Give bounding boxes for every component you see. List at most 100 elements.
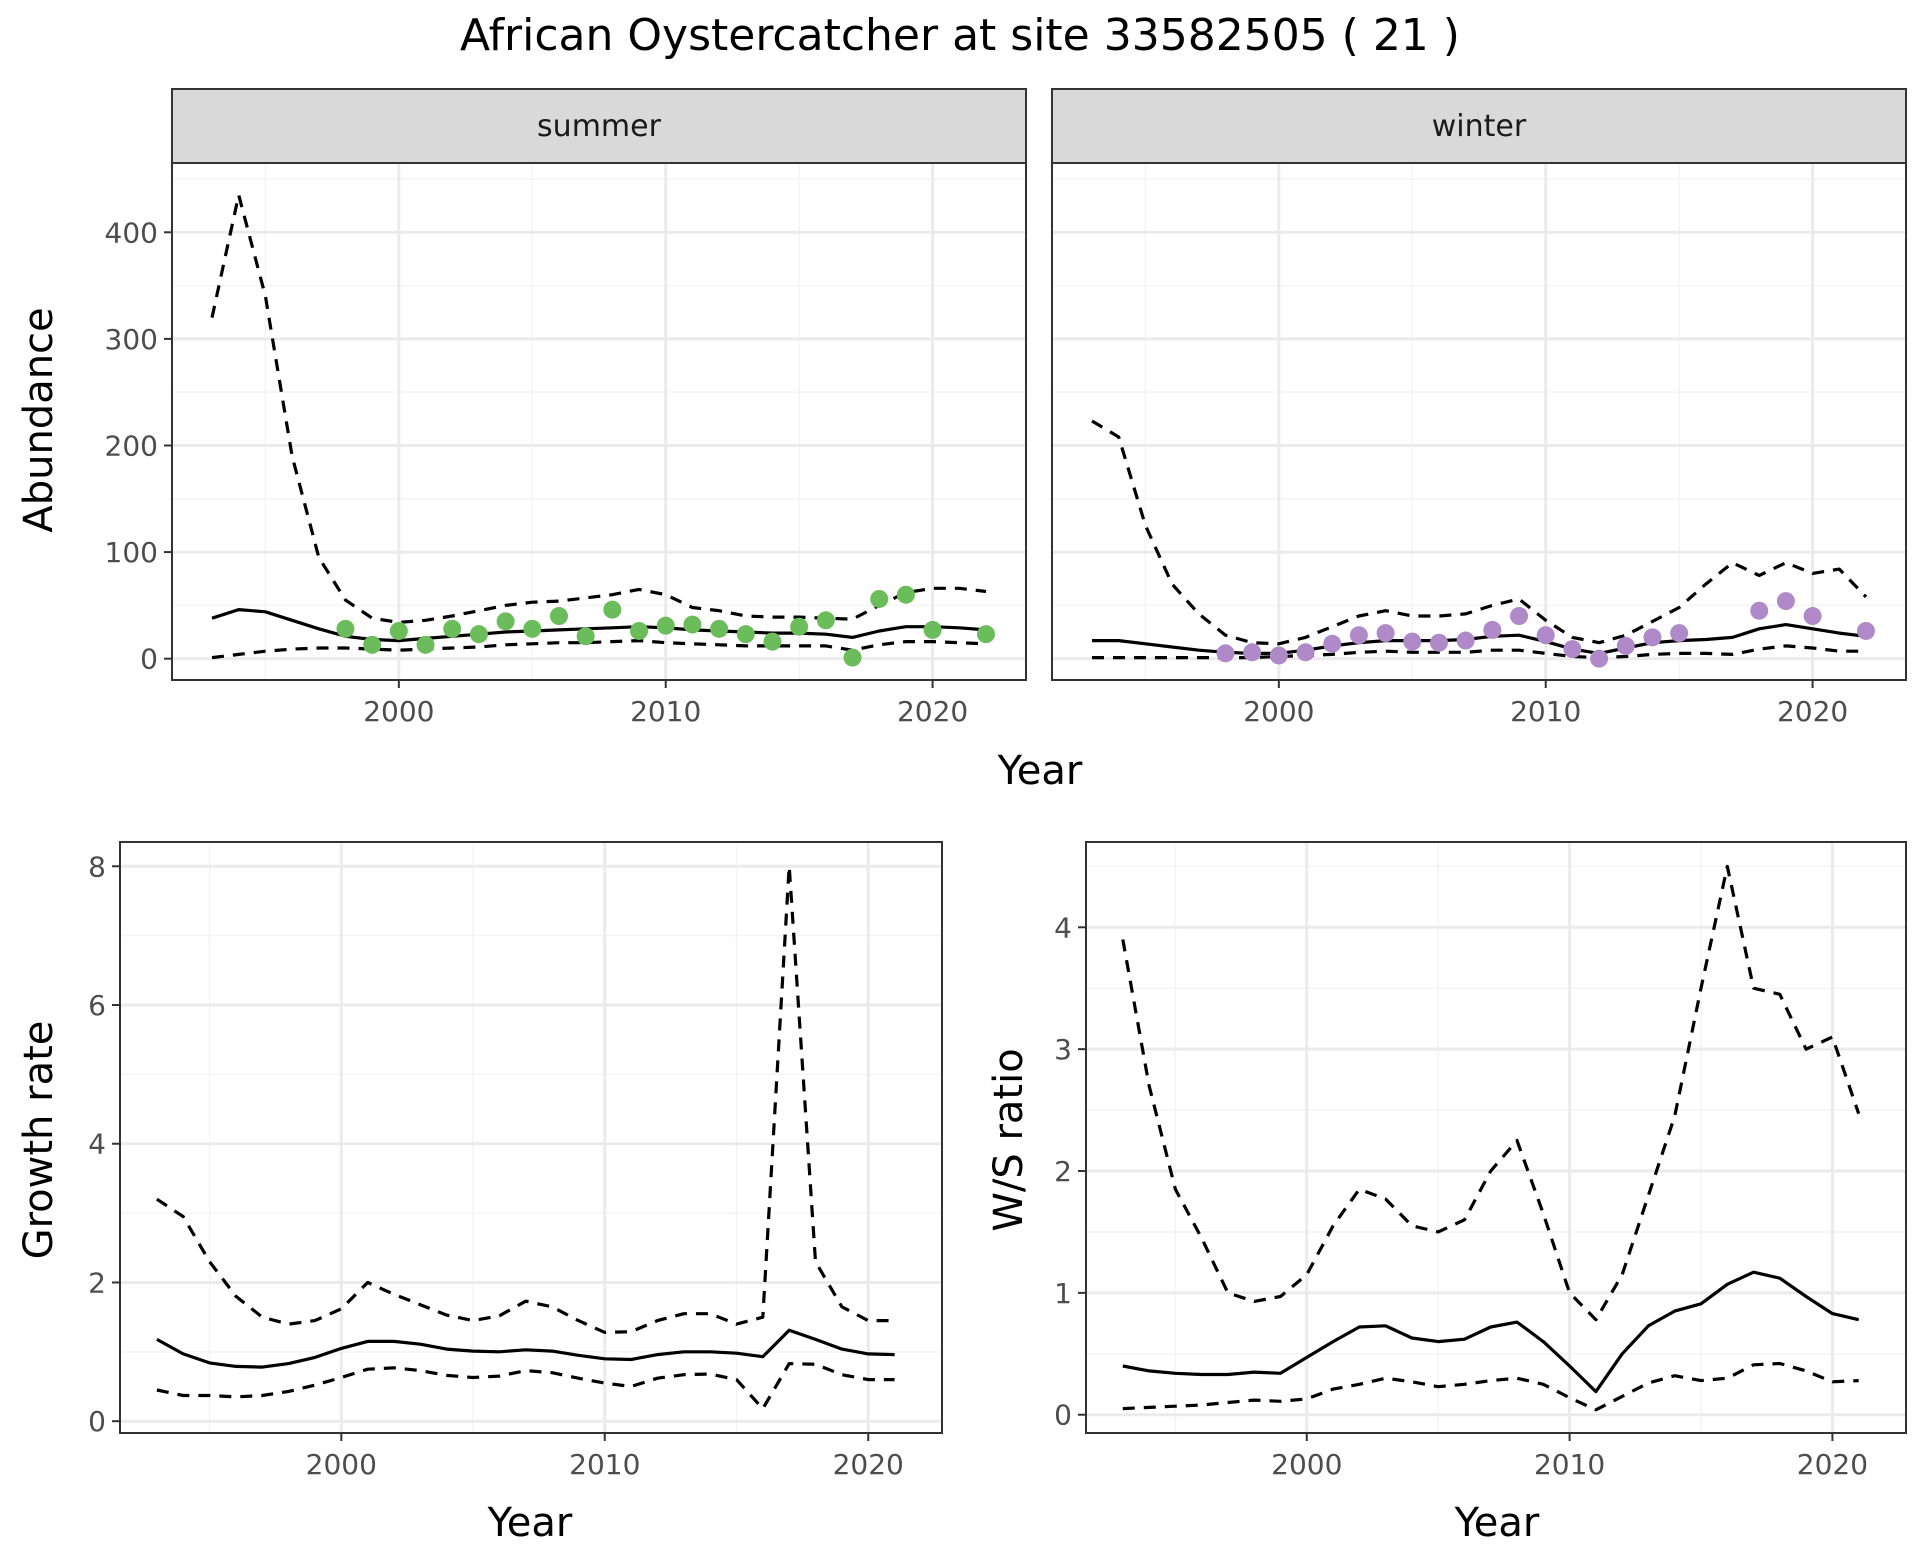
panel-background bbox=[1086, 842, 1906, 1433]
panel-border bbox=[119, 841, 943, 1434]
series-line-upper bbox=[1091, 419, 1868, 646]
x-tick-label: 2020 bbox=[897, 695, 968, 728]
series-line-upper bbox=[1121, 864, 1861, 1322]
y-tick-label: 0 bbox=[1054, 1399, 1072, 1432]
data-point bbox=[870, 589, 889, 608]
series-line-upper bbox=[156, 864, 895, 1334]
series-line-upper bbox=[210, 193, 987, 624]
data-point bbox=[523, 619, 542, 638]
panel-background bbox=[120, 842, 942, 1433]
x-tick-label: 2000 bbox=[1243, 695, 1314, 728]
y-tick-label: 0 bbox=[140, 643, 158, 676]
series-line-lower bbox=[211, 639, 987, 660]
growth-x-axis-title: Year bbox=[487, 1500, 573, 1546]
data-point bbox=[389, 621, 408, 640]
data-point bbox=[736, 625, 755, 644]
y-tick-label: 4 bbox=[88, 1128, 106, 1161]
data-point bbox=[1776, 592, 1795, 611]
data-point bbox=[363, 635, 382, 654]
x-tick-label: 2010 bbox=[1534, 1448, 1605, 1481]
data-point bbox=[1536, 626, 1555, 645]
data-point bbox=[683, 615, 702, 634]
data-point bbox=[1483, 620, 1502, 639]
data-point bbox=[1590, 649, 1609, 668]
facet-strip-label: winter bbox=[1432, 109, 1527, 144]
data-point bbox=[1429, 633, 1448, 652]
data-point bbox=[603, 600, 622, 619]
x-tick-label: 2020 bbox=[1797, 1448, 1868, 1481]
data-point bbox=[1269, 646, 1288, 665]
data-point bbox=[763, 632, 782, 651]
data-point bbox=[1563, 640, 1582, 659]
data-point bbox=[1510, 607, 1529, 626]
ws-ratio-panel: 2000 2010 2020 0 1 2 3 4 bbox=[1054, 841, 1907, 1481]
y-tick-label: 6 bbox=[88, 989, 106, 1022]
data-point bbox=[976, 625, 995, 644]
y-tick-label: 2 bbox=[1054, 1155, 1072, 1188]
data-point bbox=[816, 611, 835, 630]
data-point bbox=[443, 619, 462, 638]
facet-strip bbox=[1051, 88, 1907, 164]
y-tick-label: 100 bbox=[105, 536, 158, 569]
data-point bbox=[1349, 626, 1368, 645]
data-point bbox=[843, 648, 862, 667]
data-point bbox=[896, 585, 915, 604]
data-point bbox=[1643, 628, 1662, 647]
data-point bbox=[1803, 607, 1822, 626]
data-point bbox=[336, 619, 355, 638]
x-tick-label: 2010 bbox=[630, 695, 701, 728]
x-tick-label: 2020 bbox=[833, 1448, 904, 1481]
y-tick-label: 2 bbox=[88, 1266, 106, 1299]
y-tick-label: 1 bbox=[1054, 1277, 1072, 1310]
abundance-x-axis-title: Year bbox=[997, 748, 1083, 794]
x-tick-label: 2010 bbox=[1510, 695, 1581, 728]
data-point bbox=[1243, 643, 1262, 662]
series-line-estimate bbox=[156, 1328, 895, 1369]
data-point bbox=[790, 617, 809, 636]
data-point bbox=[496, 612, 515, 631]
data-point bbox=[1296, 643, 1315, 662]
panel-border bbox=[1085, 841, 1907, 1434]
winter-abundance-panel: winter 2000 2010 2020 bbox=[1051, 88, 1907, 728]
data-point bbox=[1616, 636, 1635, 655]
data-point bbox=[1456, 631, 1475, 650]
y-tick-label: 0 bbox=[88, 1405, 106, 1438]
data-point bbox=[1750, 601, 1769, 620]
data-point bbox=[710, 619, 729, 638]
data-point bbox=[1856, 621, 1875, 640]
data-point bbox=[576, 627, 595, 646]
ratio-y-axis-title: W/S ratio bbox=[986, 1048, 1032, 1231]
facet-strip-label: summer bbox=[537, 109, 662, 144]
series-line-lower bbox=[1122, 1361, 1859, 1412]
growth-y-axis-title: Growth rate bbox=[16, 1021, 62, 1260]
x-tick-label: 2020 bbox=[1777, 695, 1848, 728]
x-tick-label: 2010 bbox=[569, 1448, 640, 1481]
ratio-x-axis-title: Year bbox=[1454, 1500, 1540, 1546]
x-tick-label: 2000 bbox=[363, 695, 434, 728]
data-point bbox=[1323, 634, 1342, 653]
facet-strip bbox=[171, 88, 1027, 164]
data-point bbox=[469, 625, 488, 644]
y-tick-label: 8 bbox=[88, 850, 106, 883]
data-point bbox=[1670, 624, 1689, 643]
y-tick-label: 300 bbox=[105, 323, 158, 356]
growth-rate-panel: 2000 2010 2020 0 2 4 6 8 bbox=[88, 841, 943, 1481]
y-tick-label: 3 bbox=[1054, 1033, 1072, 1066]
data-point bbox=[1403, 632, 1422, 651]
data-point bbox=[416, 635, 435, 654]
y-tick-label: 400 bbox=[105, 216, 158, 249]
data-point bbox=[1216, 644, 1235, 663]
data-point bbox=[1376, 624, 1395, 643]
series-line-estimate bbox=[1122, 1270, 1860, 1394]
panel-background bbox=[172, 163, 1026, 680]
data-point bbox=[656, 616, 675, 635]
abundance-y-axis-title: Abundance bbox=[16, 307, 62, 532]
summer-abundance-panel: summer 2000 2010 2020 0 100 200 300 400 bbox=[105, 88, 1027, 728]
figure-title: African Oystercatcher at site 33582505 (… bbox=[460, 10, 1460, 61]
data-point bbox=[630, 621, 649, 640]
y-tick-label: 200 bbox=[105, 429, 158, 462]
x-tick-label: 2000 bbox=[1271, 1448, 1342, 1481]
data-point bbox=[549, 607, 568, 626]
